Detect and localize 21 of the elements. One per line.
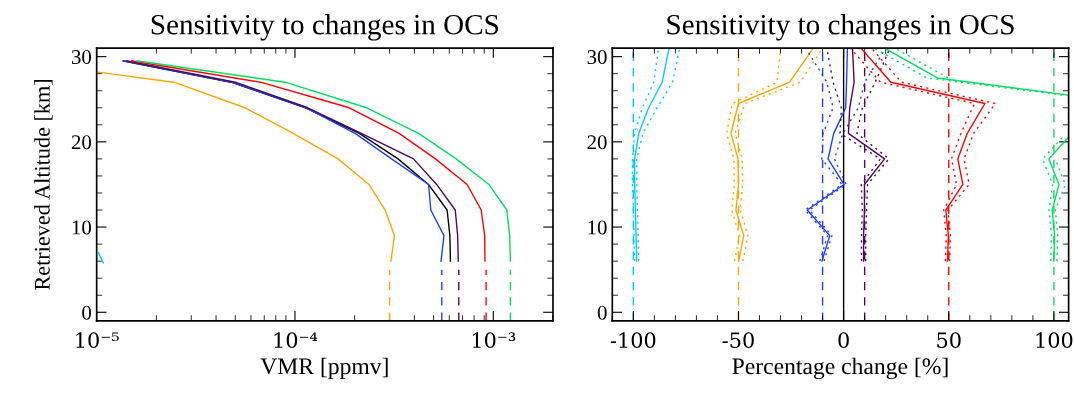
x-tick-label: 0 xyxy=(838,332,849,349)
y-tick-label: 30 xyxy=(71,50,91,65)
y-tick-label: 10 xyxy=(72,220,91,235)
y-axis-title: Retrieved Altitude [km] xyxy=(34,79,53,290)
y-tick-label: 20 xyxy=(71,135,91,150)
x-tick-label: 10⁻³ xyxy=(472,332,516,349)
y-tick-label: 20 xyxy=(587,135,607,150)
x-tick-label: 50 xyxy=(937,332,961,349)
y-tick-label: 10 xyxy=(588,220,607,235)
x-axis-title: Percentage change [%] xyxy=(732,357,948,380)
y-tick-label: 30 xyxy=(587,50,607,65)
x-tick-label: 100 xyxy=(1036,332,1073,349)
x-tick-label: 10⁻⁴ xyxy=(274,332,318,349)
chart-title: Sensitivity to changes in OCS xyxy=(151,13,499,41)
x-axis-title: VMR [ppmv] xyxy=(260,357,388,380)
y-tick-label: 0 xyxy=(82,305,91,320)
x-tick-label: -50 xyxy=(722,332,754,349)
x-tick-label: 10⁻⁵ xyxy=(76,332,119,349)
chart-title: Sensitivity to changes in OCS xyxy=(667,13,1014,41)
y-tick-label: 0 xyxy=(597,305,607,320)
x-tick-label: -100 xyxy=(610,332,656,349)
